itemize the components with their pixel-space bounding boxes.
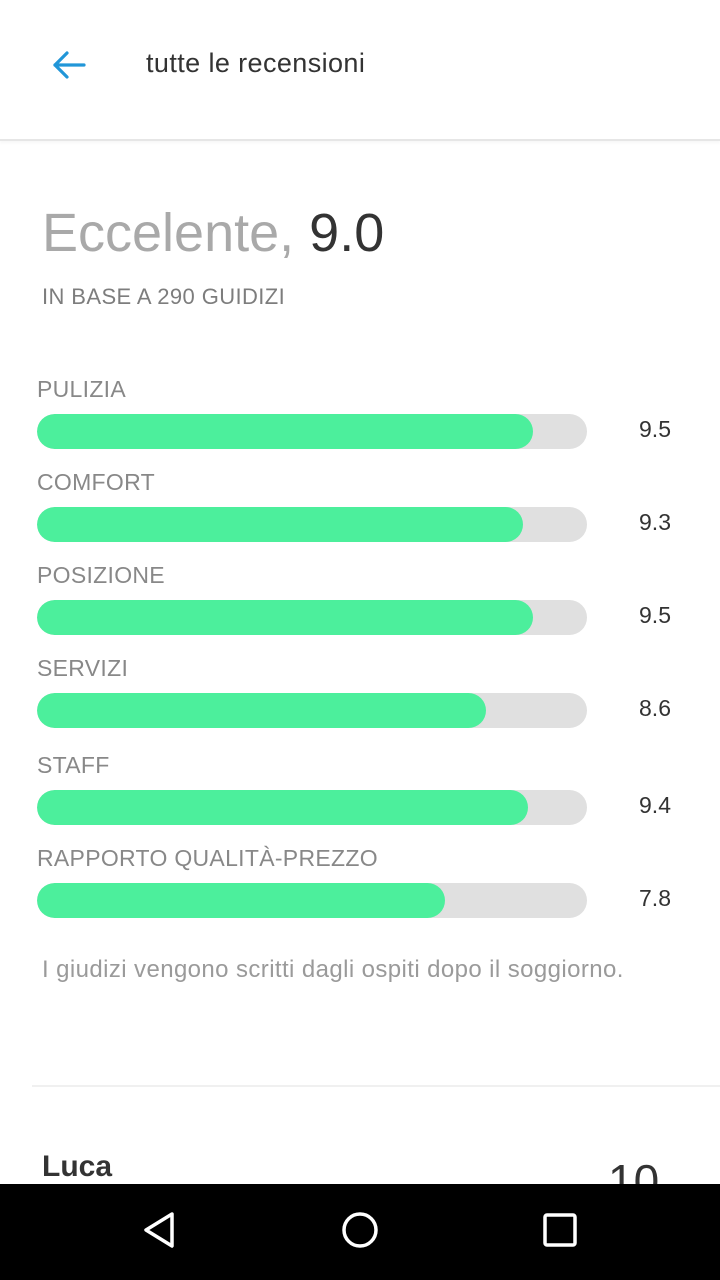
square-recents-icon: [540, 1210, 580, 1255]
back-button[interactable]: [36, 36, 102, 98]
category-score: 9.5: [639, 602, 671, 628]
category-row-staff: STAFF 9.4: [37, 752, 677, 832]
system-navigation-bar: [0, 1184, 720, 1280]
score-bar-track: [37, 600, 587, 635]
category-label: STAFF: [37, 752, 110, 778]
nav-recents-button[interactable]: [530, 1202, 590, 1262]
score-bar-track: [37, 693, 587, 728]
category-label: COMFORT: [37, 469, 155, 495]
category-label: RAPPORTO QUALITÀ-PREZZO: [37, 845, 378, 871]
overall-score: 9.0: [309, 203, 385, 263]
review-card[interactable]: Luca 10: [0, 1140, 720, 1184]
score-bar-fill: [37, 693, 486, 728]
top-app-bar: tutte le recensioni: [0, 0, 720, 141]
category-row-rapporto-qualita-prezzo: RAPPORTO QUALITÀ-PREZZO 7.8: [37, 845, 677, 925]
score-bar-fill: [37, 883, 445, 918]
score-bar-fill: [37, 414, 533, 449]
reviews-note: I giudizi vengono scritti dagli ospiti d…: [42, 956, 624, 983]
circle-home-icon: [340, 1210, 380, 1255]
category-row-servizi: SERVIZI 8.6: [37, 655, 677, 735]
review-count-label: IN BASE A 290 GUIDIZI: [42, 284, 286, 309]
nav-back-button[interactable]: [130, 1202, 190, 1262]
section-divider: [32, 1085, 720, 1087]
arrow-left-icon: [51, 50, 87, 85]
category-label: SERVIZI: [37, 655, 129, 681]
overall-score-heading: Eccelente, 9.0: [42, 200, 384, 266]
nav-home-button[interactable]: [330, 1202, 390, 1262]
category-row-comfort: COMFORT 9.3: [37, 469, 677, 549]
category-score: 9.3: [639, 509, 671, 535]
score-bar-track: [37, 790, 587, 825]
page-title: tutte le recensioni: [146, 48, 366, 78]
score-bar-fill: [37, 790, 528, 825]
rating-word: Eccelente,: [42, 203, 295, 263]
reviewer-name: Luca: [42, 1150, 113, 1183]
category-row-pulizia: PULIZIA 9.5: [37, 376, 677, 456]
category-label: POSIZIONE: [37, 562, 165, 588]
score-bar-fill: [37, 600, 533, 635]
category-score: 9.5: [639, 416, 671, 442]
category-row-posizione: POSIZIONE 9.5: [37, 562, 677, 642]
score-bar-track: [37, 507, 587, 542]
score-bar-track: [37, 414, 587, 449]
triangle-back-icon: [140, 1210, 180, 1255]
category-score: 9.4: [639, 792, 671, 818]
category-score: 7.8: [639, 885, 671, 911]
score-bar-track: [37, 883, 587, 918]
category-score: 8.6: [639, 695, 671, 721]
score-bar-fill: [37, 507, 523, 542]
category-label: PULIZIA: [37, 376, 127, 402]
review-score: 10: [608, 1155, 660, 1184]
